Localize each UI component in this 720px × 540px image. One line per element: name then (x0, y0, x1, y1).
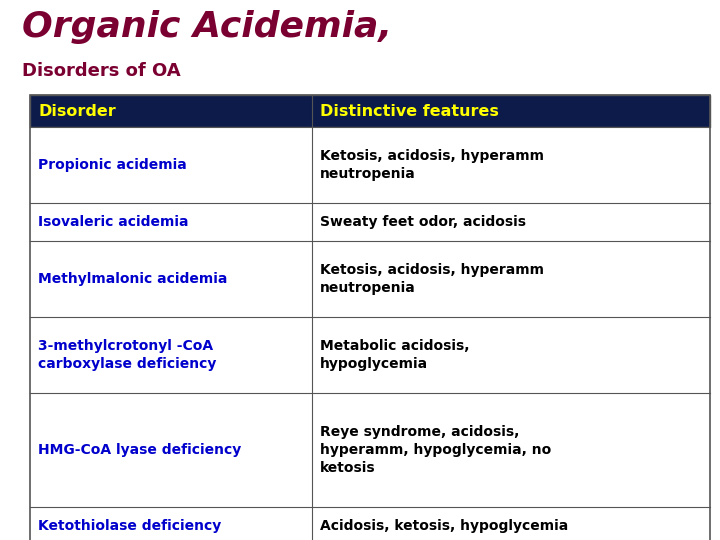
Text: Ketosis, acidosis, hyperamm
neutropenia: Ketosis, acidosis, hyperamm neutropenia (320, 149, 544, 181)
Text: Methylmalonic acidemia: Methylmalonic acidemia (38, 272, 228, 286)
Text: Reye syndrome, acidosis,
hyperamm, hypoglycemia, no
ketosis: Reye syndrome, acidosis, hyperamm, hypog… (320, 425, 552, 475)
Text: Ketothiolase deficiency: Ketothiolase deficiency (38, 519, 221, 533)
Bar (30, 241, 710, 317)
Bar (30, 203, 710, 241)
Text: Metabolic acidosis,
hypoglycemia: Metabolic acidosis, hypoglycemia (320, 339, 469, 371)
Bar (30, 507, 710, 540)
Text: Propionic acidemia: Propionic acidemia (38, 158, 186, 172)
Text: Sweaty feet odor, acidosis: Sweaty feet odor, acidosis (320, 215, 526, 229)
Text: 3-methylcrotonyl -CoA
carboxylase deficiency: 3-methylcrotonyl -CoA carboxylase defici… (38, 339, 217, 371)
Text: HMG-CoA lyase deficiency: HMG-CoA lyase deficiency (38, 443, 241, 457)
Text: Disorders of OA: Disorders of OA (22, 62, 181, 80)
Text: Organic Acidemia,: Organic Acidemia, (22, 10, 392, 44)
Bar (30, 393, 710, 507)
Text: Isovaleric acidemia: Isovaleric acidemia (38, 215, 189, 229)
Text: Disorder: Disorder (38, 104, 116, 118)
Bar (30, 127, 710, 203)
Bar (30, 317, 710, 393)
Text: Distinctive features: Distinctive features (320, 104, 499, 118)
Bar (30, 95, 710, 127)
Text: Ketosis, acidosis, hyperamm
neutropenia: Ketosis, acidosis, hyperamm neutropenia (320, 263, 544, 295)
Text: Acidosis, ketosis, hypoglycemia: Acidosis, ketosis, hypoglycemia (320, 519, 569, 533)
